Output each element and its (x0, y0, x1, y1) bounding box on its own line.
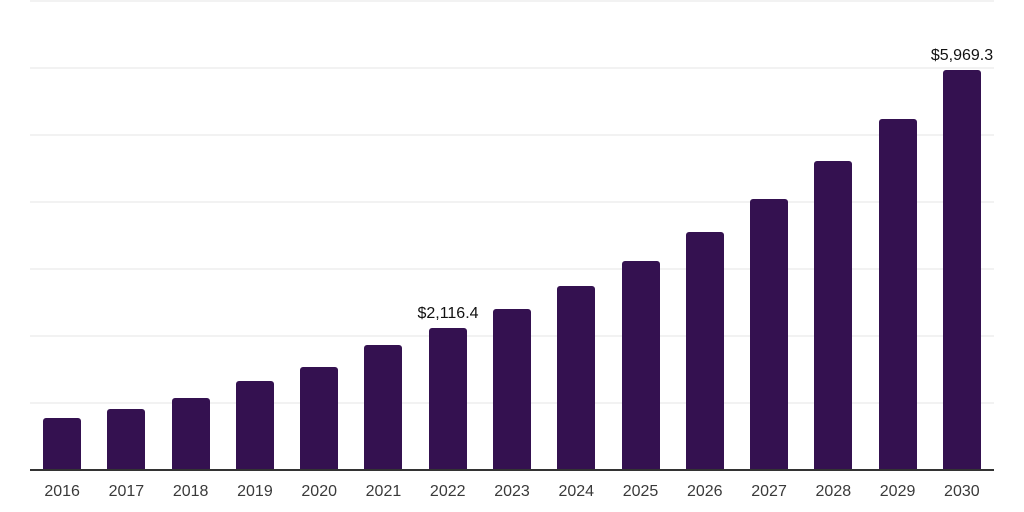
x-axis-tick-labels: 2016 2017 2018 2019 2020 2021 2022 2023 2024 2025… (30, 483, 994, 501)
x-tick-2029: 2029 (879, 483, 916, 500)
data-label-2022: $2,116.4 (417, 305, 479, 322)
bar-2018 (172, 398, 210, 470)
gridline-4000 (30, 201, 994, 203)
bar-2022 (429, 328, 467, 470)
x-tick-2019: 2019 (237, 483, 273, 500)
bar-2021 (364, 345, 402, 470)
bar-2025 (622, 261, 660, 470)
bar-2024 (557, 286, 595, 470)
bar-2030 (943, 70, 981, 470)
x-tick-2025: 2025 (622, 483, 659, 500)
bar-2029 (879, 119, 917, 470)
x-tick-2022: 2022 (429, 483, 466, 500)
x-tick-2021: 2021 (365, 483, 402, 500)
x-tick-2027: 2027 (751, 483, 787, 500)
bar-2026 (686, 232, 724, 470)
x-axis-line (30, 469, 994, 471)
gridline-7000 (30, 0, 994, 2)
gridline-3000 (30, 268, 994, 270)
gridline-6000 (30, 67, 994, 69)
x-tick-2023: 2023 (494, 483, 530, 500)
x-tick-2024: 2024 (558, 483, 595, 500)
bar-2028 (814, 161, 852, 470)
gridline-5000 (30, 134, 994, 136)
x-tick-2018: 2018 (172, 483, 209, 500)
data-label-2030: $5,969.3 (930, 47, 994, 64)
x-tick-2016: 2016 (44, 483, 80, 500)
x-tick-2026: 2026 (686, 483, 723, 500)
x-tick-2017: 2017 (108, 483, 145, 500)
bar-2020 (300, 367, 338, 470)
x-tick-2030: 2030 (944, 483, 980, 500)
bar-2017 (107, 409, 145, 470)
bar-2016 (43, 418, 81, 470)
bar-2027 (750, 199, 788, 470)
x-tick-2020: 2020 (301, 483, 337, 500)
bar-2023 (493, 309, 531, 470)
bar-2019 (236, 381, 274, 470)
x-tick-2028: 2028 (815, 483, 852, 500)
plot-area: $2,116.4 $5,969.3 (30, 0, 994, 471)
